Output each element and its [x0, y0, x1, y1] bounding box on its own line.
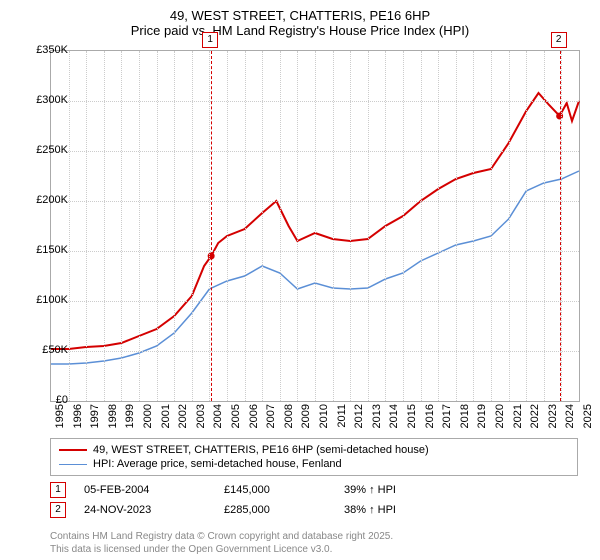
y-axis-label: £300K: [22, 94, 68, 106]
event-marker-icon: 2: [50, 502, 66, 518]
x-axis-label: 2010: [318, 404, 330, 428]
event-delta: 39% ↑ HPI: [344, 484, 484, 496]
chart-title-block: 49, WEST STREET, CHATTERIS, PE16 6HP Pri…: [0, 0, 600, 38]
legend-box: 49, WEST STREET, CHATTERIS, PE16 6HP (se…: [50, 438, 578, 476]
legend-label: HPI: Average price, semi-detached house,…: [93, 458, 342, 470]
title-line-2: Price paid vs. HM Land Registry's House …: [0, 23, 600, 38]
x-axis-label: 1997: [89, 404, 101, 428]
attribution-text: Contains HM Land Registry data © Crown c…: [50, 531, 578, 556]
x-axis-label: 2006: [248, 404, 260, 428]
y-axis-label: £100K: [22, 294, 68, 306]
x-axis-label: 2021: [512, 404, 524, 428]
event-date: 24-NOV-2023: [84, 504, 224, 516]
event-marker-icon: 1: [50, 482, 66, 498]
x-axis-label: 2018: [459, 404, 471, 428]
x-axis-label: 2024: [564, 404, 576, 428]
chart-plot-area: [50, 50, 580, 402]
x-axis-label: 2012: [353, 404, 365, 428]
x-axis-label: 2025: [582, 404, 594, 428]
chart-marker-icon: 1: [202, 32, 218, 48]
chart-marker-icon: 2: [551, 32, 567, 48]
y-axis-label: £200K: [22, 194, 68, 206]
x-axis-label: 1996: [72, 404, 84, 428]
event-row: 1 05-FEB-2004 £145,000 39% ↑ HPI: [50, 480, 578, 500]
x-axis-label: 2008: [283, 404, 295, 428]
events-table: 1 05-FEB-2004 £145,000 39% ↑ HPI 2 24-NO…: [50, 480, 578, 520]
y-axis-label: £50K: [22, 344, 68, 356]
x-axis-label: 2017: [441, 404, 453, 428]
x-axis-label: 2005: [230, 404, 242, 428]
x-axis-label: 2007: [265, 404, 277, 428]
legend-label: 49, WEST STREET, CHATTERIS, PE16 6HP (se…: [93, 444, 429, 456]
legend-swatch: [59, 449, 87, 451]
y-axis-label: £350K: [22, 44, 68, 56]
event-date: 05-FEB-2004: [84, 484, 224, 496]
event-delta: 38% ↑ HPI: [344, 504, 484, 516]
x-axis-label: 1995: [54, 404, 66, 428]
x-axis-label: 2003: [195, 404, 207, 428]
x-axis-label: 2014: [388, 404, 400, 428]
attribution-line1: Contains HM Land Registry data © Crown c…: [50, 531, 578, 544]
x-axis-label: 2009: [300, 404, 312, 428]
x-axis-label: 2022: [529, 404, 541, 428]
x-axis-label: 2004: [212, 404, 224, 428]
legend-item: 49, WEST STREET, CHATTERIS, PE16 6HP (se…: [59, 443, 569, 457]
x-axis-label: 2013: [371, 404, 383, 428]
y-axis-label: £250K: [22, 144, 68, 156]
y-axis-label: £150K: [22, 244, 68, 256]
x-axis-label: 2000: [142, 404, 154, 428]
event-price: £145,000: [224, 484, 344, 496]
title-line-1: 49, WEST STREET, CHATTERIS, PE16 6HP: [0, 8, 600, 23]
x-axis-label: 2015: [406, 404, 418, 428]
x-axis-label: 2019: [476, 404, 488, 428]
attribution-line2: This data is licensed under the Open Gov…: [50, 544, 578, 557]
x-axis-label: 2016: [424, 404, 436, 428]
legend-item: HPI: Average price, semi-detached house,…: [59, 457, 569, 471]
event-price: £285,000: [224, 504, 344, 516]
x-axis-label: 2020: [494, 404, 506, 428]
x-axis-label: 2002: [177, 404, 189, 428]
x-axis-label: 1999: [124, 404, 136, 428]
x-axis-label: 2023: [547, 404, 559, 428]
x-axis-label: 1998: [107, 404, 119, 428]
event-row: 2 24-NOV-2023 £285,000 38% ↑ HPI: [50, 500, 578, 520]
x-axis-label: 2011: [336, 404, 348, 428]
x-axis-label: 2001: [160, 404, 172, 428]
legend-swatch: [59, 464, 87, 465]
